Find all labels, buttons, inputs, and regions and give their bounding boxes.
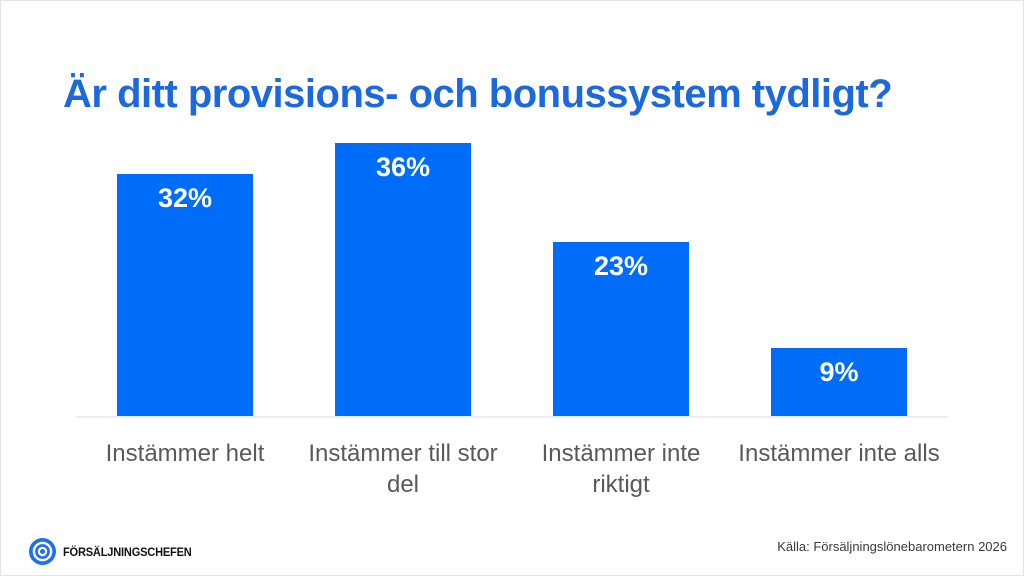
chart-column: 9% (730, 132, 948, 416)
chart-categories: Instämmer helt Instämmer till stor del Ins… (76, 438, 948, 500)
bar-1: 32% (117, 174, 253, 416)
category-label: Instämmer inte alls (738, 440, 940, 467)
bar-4: 9% (771, 348, 907, 416)
brand-name: FÖRSÄLJNINGSCHEFEN (63, 544, 192, 559)
chart-column: 23% (512, 132, 730, 416)
chart-column: 32% (76, 132, 294, 416)
category-label: Instämmer inte riktigt (541, 440, 701, 499)
source-note: Källa: Försäljningslönebarometern 2026 (777, 539, 1007, 554)
page-title: Är ditt provisions- och bonussystem tydl… (63, 71, 893, 116)
bar-value-label: 9% (819, 357, 859, 387)
bar-chart: 32% 36% 23% 9% Instämmer helt Instämmer till… (76, 132, 948, 500)
chart-column: 36% (294, 132, 512, 416)
category-label: Instämmer helt (105, 440, 265, 467)
bar-2: 36% (335, 143, 471, 416)
category-label: Instämmer till stor del (308, 440, 498, 499)
bar-value-label: 23% (593, 251, 649, 281)
brand-logo: FÖRSÄLJNINGSCHEFEN (29, 538, 203, 565)
bar-value-label: 36% (375, 152, 431, 182)
bullseye-logo-icon (29, 538, 56, 565)
chart-plot: 32% 36% 23% 9% (76, 132, 948, 418)
bar-3: 23% (553, 242, 689, 416)
bar-value-label: 32% (157, 183, 213, 213)
